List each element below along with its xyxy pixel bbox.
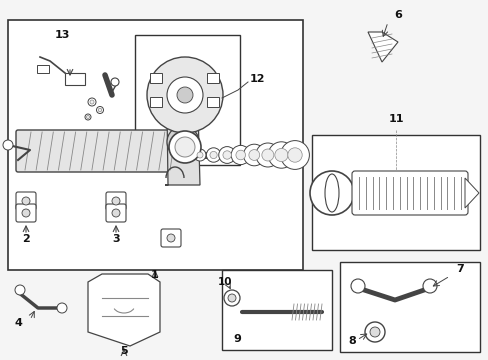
Circle shape — [255, 143, 279, 167]
Text: 4: 4 — [14, 318, 22, 328]
Circle shape — [261, 149, 273, 161]
Circle shape — [22, 209, 30, 217]
Circle shape — [112, 209, 120, 217]
FancyBboxPatch shape — [106, 192, 126, 210]
Circle shape — [98, 108, 102, 112]
Circle shape — [175, 137, 195, 157]
Circle shape — [223, 151, 231, 159]
Text: 9: 9 — [233, 334, 241, 344]
Circle shape — [85, 114, 91, 120]
Bar — [150, 97, 162, 107]
Text: 13: 13 — [54, 30, 70, 40]
Circle shape — [88, 98, 96, 106]
Text: 1: 1 — [151, 270, 159, 280]
Circle shape — [167, 234, 175, 242]
FancyBboxPatch shape — [16, 192, 36, 210]
Circle shape — [309, 171, 353, 215]
Circle shape — [57, 303, 67, 313]
Circle shape — [369, 327, 379, 337]
FancyBboxPatch shape — [106, 204, 126, 222]
Circle shape — [169, 131, 201, 163]
Circle shape — [194, 149, 205, 161]
Bar — [8, 20, 303, 270]
Circle shape — [167, 77, 203, 113]
Circle shape — [224, 290, 240, 306]
Polygon shape — [464, 178, 478, 208]
Ellipse shape — [325, 174, 338, 212]
Circle shape — [111, 78, 119, 86]
Circle shape — [90, 100, 94, 104]
Circle shape — [422, 279, 436, 293]
Text: 7: 7 — [455, 264, 463, 274]
Text: 6: 6 — [393, 10, 401, 20]
Circle shape — [268, 142, 294, 168]
Text: 8: 8 — [347, 336, 355, 346]
Text: 5: 5 — [120, 346, 127, 356]
Circle shape — [112, 197, 120, 205]
Circle shape — [235, 150, 245, 160]
Circle shape — [287, 148, 302, 162]
Bar — [37, 65, 49, 73]
Circle shape — [167, 126, 199, 158]
Text: 2: 2 — [22, 234, 30, 244]
Bar — [150, 73, 162, 83]
Circle shape — [86, 116, 89, 118]
Text: 12: 12 — [249, 74, 265, 84]
Circle shape — [280, 141, 309, 170]
Text: 11: 11 — [387, 114, 403, 124]
Circle shape — [209, 152, 217, 159]
Circle shape — [3, 140, 13, 150]
Text: 10: 10 — [217, 277, 232, 287]
FancyBboxPatch shape — [161, 229, 181, 247]
Circle shape — [243, 144, 264, 166]
Bar — [222, 270, 331, 350]
Polygon shape — [164, 95, 200, 185]
FancyBboxPatch shape — [16, 130, 184, 172]
Circle shape — [177, 87, 193, 103]
Bar — [339, 262, 479, 352]
Polygon shape — [88, 274, 160, 346]
FancyBboxPatch shape — [16, 204, 36, 222]
Circle shape — [227, 294, 236, 302]
Circle shape — [231, 145, 250, 165]
Bar — [206, 73, 219, 83]
Text: 3: 3 — [112, 234, 120, 244]
Circle shape — [206, 148, 220, 162]
Circle shape — [147, 57, 223, 133]
Circle shape — [218, 147, 235, 163]
Bar — [206, 97, 219, 107]
Circle shape — [350, 279, 364, 293]
FancyBboxPatch shape — [351, 171, 467, 215]
Circle shape — [96, 107, 103, 113]
Circle shape — [248, 150, 259, 161]
Circle shape — [22, 197, 30, 205]
Circle shape — [15, 285, 25, 295]
Bar — [65, 73, 85, 85]
Polygon shape — [367, 32, 397, 62]
Circle shape — [176, 135, 190, 149]
Circle shape — [197, 152, 203, 158]
Circle shape — [274, 148, 287, 162]
Circle shape — [364, 322, 384, 342]
Bar — [135, 35, 240, 165]
Bar — [311, 135, 479, 250]
